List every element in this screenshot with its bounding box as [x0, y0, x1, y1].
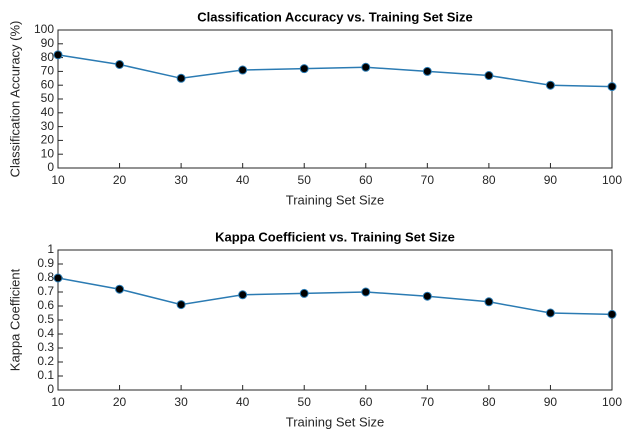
- data-point: [299, 288, 309, 298]
- data-line: [57, 277, 613, 316]
- x-axis-label: Training Set Size: [286, 414, 385, 429]
- y-tick-label: 50: [41, 91, 55, 105]
- x-tick-label: 30: [174, 395, 188, 409]
- y-axis-label: Kappa Coefficient: [7, 268, 22, 371]
- y-tick-label: 0: [47, 382, 54, 396]
- plot-frame: [57, 29, 613, 169]
- x-tick-label: 90: [544, 395, 558, 409]
- data-point: [53, 273, 63, 283]
- x-tick-label: 20: [113, 173, 127, 187]
- x-tick-label: 40: [236, 173, 250, 187]
- data-point: [607, 82, 617, 92]
- data-point: [545, 80, 555, 90]
- y-tick-label: 40: [41, 105, 55, 119]
- x-tick-label: 30: [174, 173, 188, 187]
- y-tick-label: 30: [41, 119, 55, 133]
- x-tick-label: 60: [359, 395, 373, 409]
- y-tick-label: 0: [47, 160, 54, 174]
- y-tick-label: 0.3: [37, 340, 54, 354]
- data-point: [299, 64, 309, 74]
- y-tick-label: 80: [41, 50, 55, 64]
- x-tick-label: 100: [602, 173, 622, 187]
- x-tick-label: 70: [421, 173, 435, 187]
- y-tick-label: 0.9: [37, 256, 54, 270]
- x-tick-label: 80: [482, 395, 496, 409]
- y-tick-label: 90: [41, 36, 55, 50]
- chart-title: Classification Accuracy vs. Training Set…: [197, 9, 473, 24]
- y-tick-label: 70: [41, 64, 55, 78]
- y-tick-label: 60: [41, 77, 55, 91]
- x-axis-label: Training Set Size: [286, 192, 385, 207]
- plot-frame: [57, 249, 613, 391]
- data-point: [53, 50, 63, 60]
- y-tick-label: 10: [41, 146, 55, 160]
- data-point: [422, 291, 432, 301]
- data-point: [484, 297, 494, 307]
- x-tick-label: 70: [421, 395, 435, 409]
- data-point: [484, 71, 494, 81]
- data-point: [176, 73, 186, 83]
- chart-title: Kappa Coefficient vs. Training Set Size: [215, 229, 455, 244]
- data-point: [238, 290, 248, 300]
- data-point: [361, 62, 371, 72]
- data-line: [57, 54, 613, 88]
- y-tick-label: 100: [34, 22, 54, 36]
- x-tick-label: 50: [298, 395, 312, 409]
- y-tick-label: 0.5: [37, 312, 54, 326]
- y-axis-label: Classification Accuracy (%): [7, 21, 22, 178]
- data-point: [115, 60, 125, 69]
- x-tick-label: 10: [51, 395, 65, 409]
- y-tick-label: 0.8: [37, 270, 54, 284]
- y-tick-label: 0.6: [37, 298, 54, 312]
- y-tick-label: 0.7: [37, 284, 54, 298]
- y-tick-label: 20: [41, 133, 55, 147]
- x-tick-label: 40: [236, 395, 250, 409]
- data-point: [545, 308, 555, 318]
- x-tick-label: 20: [113, 395, 127, 409]
- data-point: [238, 65, 248, 75]
- x-tick-label: 10: [51, 173, 65, 187]
- y-tick-label: 0.1: [37, 368, 54, 382]
- x-tick-label: 80: [482, 173, 496, 187]
- x-tick-label: 90: [544, 173, 558, 187]
- y-tick-label: 1: [47, 242, 54, 256]
- data-point: [607, 309, 617, 319]
- data-point: [115, 284, 125, 294]
- x-tick-label: 60: [359, 173, 373, 187]
- y-tick-label: 0.2: [37, 354, 54, 368]
- data-point: [361, 287, 371, 297]
- x-tick-label: 100: [602, 395, 622, 409]
- y-tick-label: 0.4: [37, 326, 54, 340]
- x-tick-label: 50: [298, 173, 312, 187]
- data-point: [422, 66, 432, 76]
- data-point: [176, 300, 186, 310]
